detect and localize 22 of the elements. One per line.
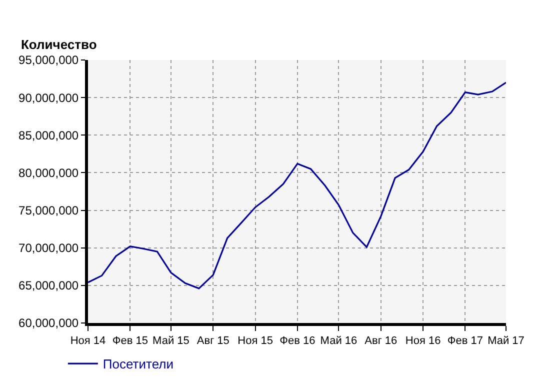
x-tick-label: Май 17 (488, 335, 524, 348)
y-tick-label: 75,000,000 (18, 203, 79, 218)
x-tick-label: Фев 16 (280, 335, 316, 348)
y-axis-title: Количество (21, 37, 97, 52)
legend-label: Посетители (102, 356, 174, 372)
y-tick-label: 60,000,000 (18, 316, 79, 330)
x-tick-label: Май 15 (152, 335, 190, 348)
x-tick-label: Ноя 14 (70, 335, 106, 348)
y-tick-label: 90,000,000 (18, 90, 79, 105)
y-tick-label: 70,000,000 (18, 241, 79, 256)
x-tick-label: Ноя 16 (405, 335, 441, 348)
x-tick-label: Фев 17 (447, 335, 484, 348)
x-tick-label: Ноя 15 (238, 335, 273, 348)
y-tick-label: 85,000,000 (18, 128, 79, 142)
y-tick-label: 95,000,000 (18, 53, 79, 68)
x-tick-label: Фев 15 (112, 335, 148, 348)
y-tick-label: 65,000,000 (18, 278, 79, 293)
line-series (88, 82, 506, 290)
x-tick-label: Авг 15 (196, 335, 230, 348)
x-tick-label: Май 16 (320, 335, 358, 348)
y-tick-label: 80,000,000 (18, 166, 79, 180)
x-tick-label: Авг 16 (364, 335, 398, 348)
